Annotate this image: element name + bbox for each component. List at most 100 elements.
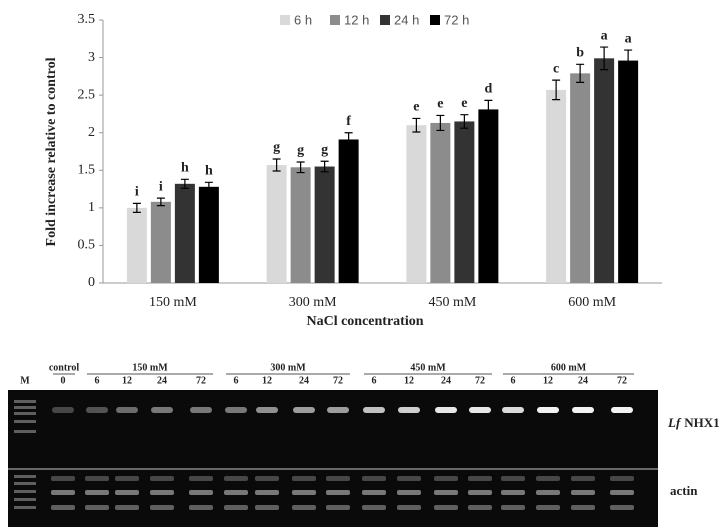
- lane-label: 6: [95, 375, 100, 386]
- gene-band: [293, 407, 315, 413]
- y-tick-label: 3: [88, 50, 95, 65]
- bar: [430, 122, 451, 284]
- marker-label: M: [20, 375, 30, 386]
- significance-label: g: [273, 140, 280, 155]
- bar: [454, 121, 475, 283]
- actin-band: [255, 490, 279, 495]
- actin-band: [292, 490, 316, 495]
- error-bar: [344, 132, 353, 147]
- gene: NHX1: [684, 415, 719, 430]
- gene-band: [151, 407, 173, 413]
- bar: [126, 207, 147, 283]
- actin-band: [292, 505, 316, 510]
- gene-band: [327, 407, 349, 413]
- lane-label: 24: [441, 375, 451, 386]
- actin-band: [434, 505, 458, 510]
- ladder-band: [14, 490, 36, 493]
- ladder-band: [14, 498, 36, 501]
- bar: [174, 183, 195, 283]
- significance-label: h: [205, 164, 213, 179]
- x-tick-label: 600 mM: [568, 295, 616, 310]
- bar: [314, 166, 335, 283]
- ladder-band: [14, 506, 36, 509]
- gene-band: [537, 407, 559, 413]
- actin-band: [326, 476, 350, 481]
- bar: [478, 109, 499, 283]
- x-tick-label: 150 mM: [149, 295, 197, 310]
- lane-label: 12: [543, 375, 553, 386]
- bar: [546, 89, 567, 283]
- bar: [406, 125, 427, 283]
- x-tick-label: 300 mM: [289, 295, 337, 310]
- actin-band: [326, 490, 350, 495]
- lane-label: 6: [511, 375, 516, 386]
- lane-label: 6: [234, 375, 239, 386]
- actin-band: [610, 490, 634, 495]
- group-label: control: [49, 362, 80, 373]
- error-bar: [180, 178, 189, 189]
- y-axis-label: Fold increase relative to control: [44, 57, 59, 246]
- gene-label: Lf NHX1: [667, 415, 720, 430]
- y-tick-label: 0: [88, 275, 95, 290]
- bar: [338, 139, 359, 283]
- ladder-band: [14, 475, 36, 478]
- y-tick-label: 1: [88, 200, 95, 215]
- legend-swatch: [280, 15, 290, 25]
- actin-band: [468, 490, 492, 495]
- error-bar: [320, 160, 329, 173]
- ladder-band: [14, 430, 36, 433]
- gene-band: [116, 407, 138, 413]
- error-bar: [296, 161, 305, 174]
- significance-label: a: [625, 31, 632, 46]
- lane-label: 12: [262, 375, 272, 386]
- actin-band: [536, 476, 560, 481]
- bar: [266, 165, 287, 283]
- gene-band: [363, 407, 385, 413]
- legend-label: 12 h: [344, 12, 369, 27]
- significance-label: h: [181, 161, 189, 176]
- gene-band: [190, 407, 212, 413]
- gene-band: [398, 407, 420, 413]
- legend-swatch: [330, 15, 340, 25]
- significance-label: e: [461, 96, 467, 111]
- ladder-band: [14, 400, 36, 403]
- actin-band: [189, 490, 213, 495]
- group-label: 450 mM: [410, 362, 446, 373]
- x-axis-label: NaCl concentration: [306, 314, 423, 329]
- gene-band: [86, 407, 108, 413]
- significance-label: g: [297, 143, 304, 158]
- significance-label: g: [321, 142, 328, 157]
- actin-band: [224, 476, 248, 481]
- actin-band: [150, 490, 174, 495]
- species: Lf: [667, 415, 682, 430]
- y-tick-label: 0.5: [78, 238, 96, 253]
- lane-label: 12: [122, 375, 132, 386]
- actin-band: [362, 490, 386, 495]
- significance-label: e: [437, 97, 443, 112]
- bar: [570, 73, 591, 283]
- x-tick-label: 450 mM: [428, 295, 476, 310]
- actin-band: [501, 490, 525, 495]
- y-tick-label: 2.5: [78, 87, 96, 102]
- actin-band: [397, 490, 421, 495]
- error-bar: [624, 49, 633, 72]
- actin-band: [434, 490, 458, 495]
- actin-band: [189, 505, 213, 510]
- lane-label: 6: [372, 375, 377, 386]
- ladder-band: [14, 412, 36, 415]
- lane-label: 24: [299, 375, 309, 386]
- actin-band: [189, 476, 213, 481]
- significance-label: f: [346, 114, 351, 129]
- actin-band: [292, 476, 316, 481]
- actin-band: [85, 476, 109, 481]
- gene-band: [502, 407, 524, 413]
- bar: [290, 167, 311, 283]
- actin-band: [326, 505, 350, 510]
- bar: [594, 58, 615, 283]
- actin-band: [434, 476, 458, 481]
- actin-band: [51, 490, 75, 495]
- actin-band: [115, 490, 139, 495]
- actin-band: [610, 505, 634, 510]
- actin-band: [255, 505, 279, 510]
